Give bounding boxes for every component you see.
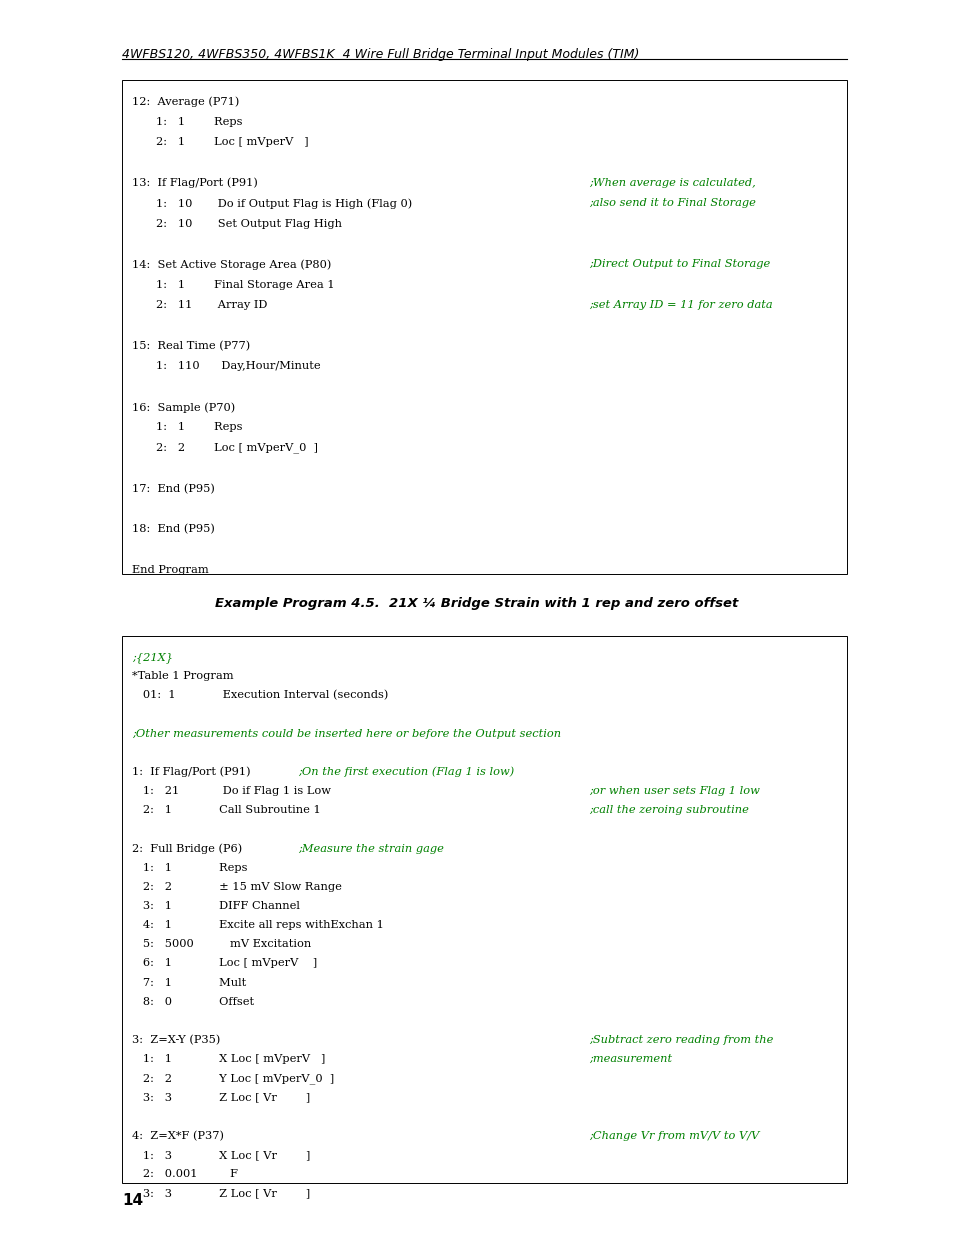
- Text: 3:  Z=X-Y (P35): 3: Z=X-Y (P35): [132, 1035, 220, 1045]
- Text: 2:   2             ± 15 mV Slow Range: 2: 2 ± 15 mV Slow Range: [132, 882, 341, 892]
- Text: 14: 14: [122, 1193, 143, 1208]
- FancyBboxPatch shape: [122, 80, 846, 574]
- Text: 1:   3             X Loc [ Vr        ]: 1: 3 X Loc [ Vr ]: [132, 1150, 310, 1160]
- Text: 7:   1             Mult: 7: 1 Mult: [132, 978, 246, 988]
- Text: 8:   0             Offset: 8: 0 Offset: [132, 997, 253, 1007]
- Text: 1:   1             Reps: 1: 1 Reps: [132, 863, 247, 873]
- Text: 2:   2             Y Loc [ mVperV_0  ]: 2: 2 Y Loc [ mVperV_0 ]: [132, 1073, 334, 1084]
- Text: ;call the zeroing subroutine: ;call the zeroing subroutine: [589, 805, 749, 815]
- Text: 14:  Set Active Storage Area (P80): 14: Set Active Storage Area (P80): [132, 259, 331, 270]
- Text: 17:  End (P95): 17: End (P95): [132, 483, 214, 494]
- Text: ;measurement: ;measurement: [589, 1055, 672, 1065]
- Text: End Program: End Program: [132, 566, 208, 576]
- Text: 3:   3             Z Loc [ Vr        ]: 3: 3 Z Loc [ Vr ]: [132, 1188, 310, 1198]
- Text: 2:   1        Loc [ mVperV   ]: 2: 1 Loc [ mVperV ]: [155, 137, 308, 147]
- Text: 18:  End (P95): 18: End (P95): [132, 524, 214, 535]
- Text: 1:   10       Do if Output Flag is High (Flag 0): 1: 10 Do if Output Flag is High (Flag 0): [155, 198, 412, 209]
- Text: 2:   11       Array ID: 2: 11 Array ID: [155, 300, 267, 310]
- Text: ;{21X}: ;{21X}: [132, 652, 172, 663]
- Text: ;also send it to Final Storage: ;also send it to Final Storage: [589, 198, 756, 209]
- Text: 1:   1        Reps: 1: 1 Reps: [155, 117, 242, 127]
- Text: Example Program 4.5.  21X ¼ Bridge Strain with 1 rep and zero offset: Example Program 4.5. 21X ¼ Bridge Strain…: [215, 597, 738, 610]
- Text: 5:   5000          mV Excitation: 5: 5000 mV Excitation: [132, 940, 311, 950]
- Text: 16:  Sample (P70): 16: Sample (P70): [132, 401, 234, 412]
- Text: 1:  If Flag/Port (P91): 1: If Flag/Port (P91): [132, 767, 250, 778]
- Text: 4:   1             Excite all reps withExchan 1: 4: 1 Excite all reps withExchan 1: [132, 920, 383, 930]
- Text: 1:   1        Reps: 1: 1 Reps: [155, 422, 242, 432]
- Text: 15:  Real Time (P77): 15: Real Time (P77): [132, 341, 250, 351]
- Text: 2:  Full Bridge (P6): 2: Full Bridge (P6): [132, 844, 242, 855]
- Text: ;Other measurements could be inserted here or before the Output section: ;Other measurements could be inserted he…: [132, 729, 560, 739]
- Text: ;When average is calculated,: ;When average is calculated,: [589, 178, 756, 188]
- Text: 6:   1             Loc [ mVperV    ]: 6: 1 Loc [ mVperV ]: [132, 958, 316, 968]
- Text: 2:   10       Set Output Flag High: 2: 10 Set Output Flag High: [155, 219, 341, 228]
- Text: 1:   21            Do if Flag 1 is Low: 1: 21 Do if Flag 1 is Low: [132, 787, 331, 797]
- Text: 1:   110      Day,Hour/Minute: 1: 110 Day,Hour/Minute: [155, 361, 320, 372]
- Text: 4:  Z=X*F (P37): 4: Z=X*F (P37): [132, 1131, 223, 1141]
- Text: ;On the first execution (Flag 1 is low): ;On the first execution (Flag 1 is low): [298, 767, 515, 778]
- Text: 2:   0.001         F: 2: 0.001 F: [132, 1168, 237, 1179]
- Text: ;Direct Output to Final Storage: ;Direct Output to Final Storage: [589, 259, 770, 269]
- Text: 1:   1             X Loc [ mVperV   ]: 1: 1 X Loc [ mVperV ]: [132, 1055, 325, 1065]
- Text: 2:   1             Call Subroutine 1: 2: 1 Call Subroutine 1: [132, 805, 320, 815]
- Text: 2:   2        Loc [ mVperV_0  ]: 2: 2 Loc [ mVperV_0 ]: [155, 443, 317, 453]
- Text: 01:  1             Execution Interval (seconds): 01: 1 Execution Interval (seconds): [132, 690, 388, 700]
- Text: 3:   3             Z Loc [ Vr        ]: 3: 3 Z Loc [ Vr ]: [132, 1093, 310, 1103]
- Text: 3:   1             DIFF Channel: 3: 1 DIFF Channel: [132, 902, 299, 911]
- Text: 1:   1        Final Storage Area 1: 1: 1 Final Storage Area 1: [155, 279, 334, 290]
- Text: ;or when user sets Flag 1 low: ;or when user sets Flag 1 low: [589, 787, 760, 797]
- FancyBboxPatch shape: [122, 636, 846, 1183]
- Text: ;Subtract zero reading from the: ;Subtract zero reading from the: [589, 1035, 773, 1045]
- Text: 13:  If Flag/Port (P91): 13: If Flag/Port (P91): [132, 178, 257, 189]
- Text: ;Measure the strain gage: ;Measure the strain gage: [298, 844, 444, 853]
- Text: *Table 1 Program: *Table 1 Program: [132, 672, 233, 682]
- Text: ;Change Vr from mV/V to V/V: ;Change Vr from mV/V to V/V: [589, 1131, 760, 1141]
- Text: ;set Array ID = 11 for zero data: ;set Array ID = 11 for zero data: [589, 300, 772, 310]
- Text: 4WFBS120, 4WFBS350, 4WFBS1K  4 Wire Full Bridge Terminal Input Modules (TIM): 4WFBS120, 4WFBS350, 4WFBS1K 4 Wire Full …: [122, 47, 639, 61]
- Text: 12:  Average (P71): 12: Average (P71): [132, 96, 239, 107]
